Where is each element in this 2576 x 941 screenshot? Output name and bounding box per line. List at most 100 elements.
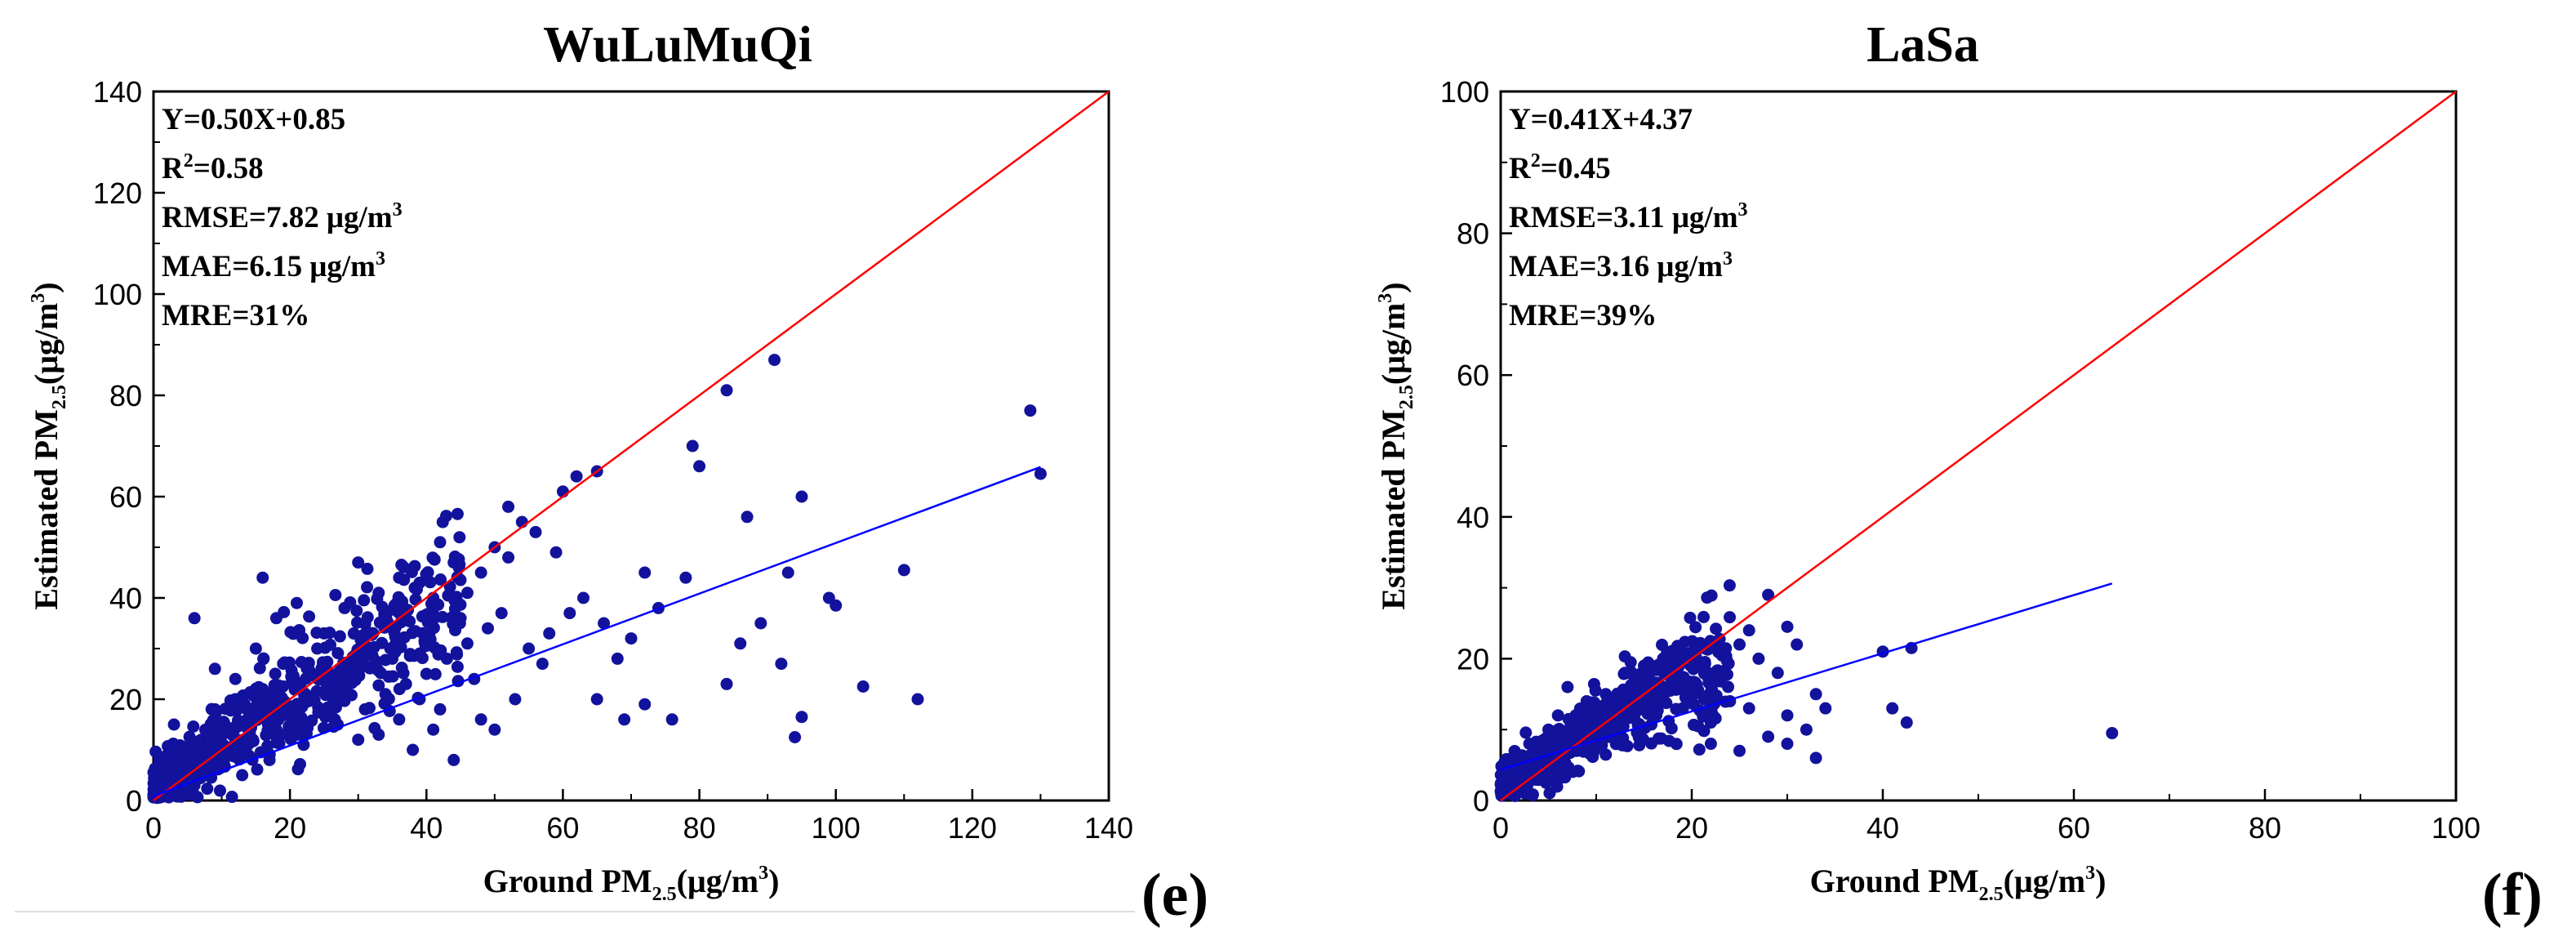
data-point (286, 669, 299, 682)
data-point (213, 784, 226, 797)
data-point (398, 573, 411, 586)
data-point (1662, 734, 1675, 747)
data-point (1679, 691, 1692, 704)
data-point (1697, 725, 1711, 738)
data-point (345, 689, 358, 702)
stat-rmse: RMSE=3.11 μg/m3 (1509, 199, 1748, 234)
data-point (324, 703, 337, 716)
data-point (268, 679, 281, 692)
x-axis-label: Ground PM2.5(μg/m3) (483, 863, 780, 905)
scatter-points (147, 354, 1047, 805)
data-point (251, 763, 264, 776)
data-point (1520, 772, 1533, 785)
data-point (389, 637, 403, 650)
data-point (261, 739, 274, 752)
data-point (543, 627, 556, 640)
data-point (1702, 676, 1715, 689)
data-point (451, 648, 464, 661)
data-point (242, 737, 256, 750)
data-point (523, 642, 536, 655)
data-point (1762, 588, 1775, 601)
x-tick-label: 140 (1084, 811, 1133, 845)
data-point (1611, 687, 1624, 700)
data-point (364, 661, 377, 674)
data-point (454, 573, 467, 586)
reference-lines (153, 90, 1110, 802)
stat-mre: MRE=39% (1509, 299, 1657, 332)
data-point (1733, 638, 1746, 651)
data-point (257, 653, 270, 666)
x-tick-label: 0 (1493, 811, 1509, 845)
data-point (638, 566, 652, 579)
data-point (427, 723, 440, 736)
x-tick-label: 60 (2058, 811, 2090, 845)
data-point (374, 667, 387, 680)
data-point (789, 731, 802, 743)
data-point (911, 693, 924, 706)
data-point (352, 556, 365, 569)
data-point (300, 672, 313, 685)
stat-rmse: RMSE=7.82 μg/m3 (162, 199, 403, 234)
data-point (625, 632, 638, 645)
data-point (363, 702, 376, 715)
data-point (720, 677, 733, 690)
data-point (1713, 645, 1726, 658)
data-point (269, 667, 282, 680)
data-point (451, 660, 464, 673)
data-point (445, 611, 458, 624)
data-point (249, 642, 262, 655)
data-point (754, 617, 767, 630)
data-point (382, 693, 395, 706)
data-point (2106, 727, 2119, 740)
y-tick-label: 80 (1457, 217, 1489, 251)
data-point (207, 714, 220, 727)
data-point (269, 689, 282, 702)
x-tick-label: 60 (546, 811, 579, 845)
data-point (188, 612, 201, 625)
data-point (1543, 787, 1556, 800)
data-point (570, 470, 583, 483)
data-point (413, 647, 426, 660)
data-point (460, 586, 474, 600)
data-point (386, 670, 399, 683)
chart-title: WuLuMuQi (543, 17, 812, 73)
data-point (393, 683, 406, 696)
data-point (1548, 725, 1561, 738)
data-point (256, 571, 269, 584)
data-point (781, 566, 794, 579)
data-point (1656, 680, 1669, 693)
data-point (429, 667, 442, 680)
data-point (361, 581, 374, 594)
data-point (1676, 702, 1689, 715)
data-point (1624, 656, 1637, 669)
data-point (408, 560, 421, 573)
data-point (150, 777, 163, 790)
data-point (1809, 751, 1822, 765)
y-tick-label: 140 (93, 75, 142, 109)
data-point (1687, 718, 1700, 731)
data-point (381, 605, 394, 618)
y-tick-label: 60 (109, 480, 142, 514)
data-point (372, 679, 385, 692)
panel-label: (e) (1141, 862, 1208, 929)
data-point (1675, 677, 1688, 690)
data-point (347, 627, 360, 640)
axis-ticks: 0 20 40 60 80 100 120 140 0 20 40 60 80 100 120 140 (93, 75, 1133, 845)
data-point (638, 698, 652, 711)
data-point (416, 610, 429, 623)
data-point (795, 490, 808, 503)
data-point (1649, 663, 1662, 676)
data-point (482, 622, 494, 635)
y-axis-label: Estimated PM2.5(μg/m3) (1375, 282, 1417, 609)
data-point (598, 617, 611, 630)
data-point (286, 713, 299, 726)
data-point (1800, 723, 1813, 736)
data-point (1652, 732, 1665, 745)
data-point (536, 658, 549, 671)
data-point (1819, 702, 1832, 715)
data-point (225, 791, 238, 804)
data-point (1571, 765, 1584, 778)
data-point (1498, 756, 1511, 769)
data-point (1704, 738, 1717, 751)
data-point (278, 656, 291, 669)
